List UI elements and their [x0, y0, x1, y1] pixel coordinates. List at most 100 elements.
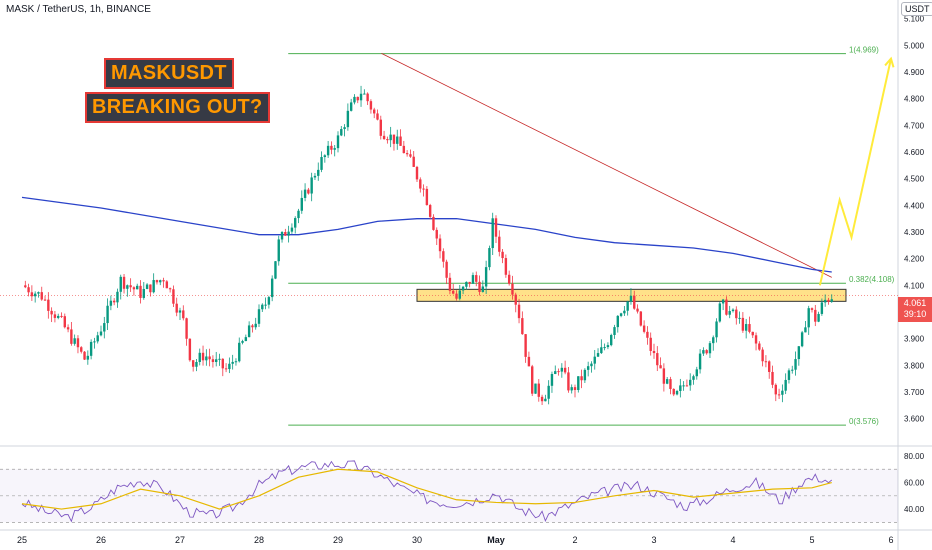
x-tick-label: May — [487, 535, 505, 545]
candle-body — [83, 351, 86, 360]
candle-body — [458, 290, 461, 299]
currency-badge[interactable]: USDT — [901, 2, 932, 16]
x-tick-label: 5 — [809, 535, 814, 545]
candle-body — [741, 317, 745, 331]
candle-body — [66, 327, 70, 330]
candle-body — [294, 218, 297, 228]
y-tick-label: 4.900 — [904, 68, 925, 77]
candle-body — [307, 189, 310, 194]
candle-body — [336, 135, 340, 149]
candle-body — [814, 309, 817, 322]
candle-body — [119, 276, 122, 292]
candle-body — [43, 299, 47, 301]
y-tick-label: 4.400 — [904, 201, 925, 210]
candle-body — [712, 337, 715, 344]
candle-body — [182, 310, 185, 319]
candle-body — [534, 383, 537, 394]
candle-body — [613, 327, 616, 335]
candle-body — [317, 169, 320, 176]
candle-body — [27, 287, 30, 293]
candle-body — [761, 349, 764, 362]
candle-body — [323, 155, 327, 158]
y-tick-label: 5.100 — [904, 15, 925, 24]
candle-body — [343, 127, 346, 130]
bar-countdown: 39:10 — [903, 309, 927, 319]
candle-body — [570, 387, 573, 391]
candle-body — [475, 275, 478, 282]
y-tick-label: 4.700 — [904, 121, 925, 130]
candle-body — [205, 356, 208, 361]
candle-body — [106, 305, 109, 324]
candle-body — [425, 188, 429, 206]
candle-body — [57, 315, 60, 318]
candle-body — [498, 236, 501, 252]
candle-body — [300, 197, 303, 211]
candle-body — [659, 365, 662, 369]
candle-body — [596, 353, 600, 357]
candle-body — [432, 216, 435, 230]
candle-body — [455, 293, 458, 299]
candle-body — [435, 229, 438, 239]
candle-body — [405, 153, 409, 155]
candle-body — [593, 356, 596, 364]
candle-body — [152, 280, 155, 293]
candle-body — [797, 346, 801, 360]
current-price: 4.061 — [903, 298, 927, 308]
x-tick-label: 29 — [333, 535, 343, 545]
candle-body — [488, 248, 491, 268]
candle-body — [139, 285, 142, 298]
candle-body — [642, 325, 646, 332]
candle-body — [442, 251, 445, 262]
rsi-y-tick-label: 80.00 — [904, 452, 925, 461]
candle-body — [600, 347, 603, 354]
candle-body — [471, 275, 475, 284]
candle-body — [330, 145, 333, 150]
candle-body — [50, 310, 53, 315]
candle-body — [491, 218, 494, 249]
rsi-y-tick-label: 40.00 — [904, 505, 925, 514]
candle-body — [313, 175, 317, 178]
rsi-ma-line — [21, 468, 832, 510]
candle-body — [721, 299, 725, 304]
candle-body — [735, 309, 738, 319]
candle-body — [577, 376, 580, 391]
candle-body — [639, 311, 643, 326]
candle-body — [109, 300, 113, 306]
candle-body — [376, 113, 379, 120]
candle-body — [402, 145, 406, 154]
candle-body — [662, 368, 666, 384]
candle-body — [438, 238, 442, 252]
candle-body — [718, 303, 722, 322]
candle-body — [494, 218, 498, 237]
candle-body — [126, 285, 129, 289]
candle-body — [251, 325, 254, 328]
candle-body — [73, 338, 76, 344]
candle-body — [201, 352, 205, 361]
candle-body — [679, 385, 682, 392]
candle-body — [195, 361, 198, 367]
candle-body — [172, 289, 175, 304]
candle-body — [606, 345, 610, 348]
candle-body — [24, 285, 27, 288]
candle-body — [448, 277, 452, 291]
candle-body — [218, 358, 221, 360]
candle-body — [580, 376, 583, 381]
candle-body — [238, 342, 241, 362]
candle-body — [583, 369, 587, 381]
candle-body — [689, 379, 692, 386]
candle-body — [557, 371, 560, 373]
candle-body — [619, 313, 623, 316]
candle-body — [159, 280, 162, 283]
x-tick-label: 3 — [651, 535, 656, 545]
candle-body — [646, 331, 649, 338]
candle-body — [30, 292, 34, 297]
candle-body — [231, 361, 234, 364]
candle-body — [340, 129, 343, 136]
candle-body — [274, 261, 277, 279]
candle-body — [234, 361, 238, 363]
candle-body — [349, 102, 353, 111]
candle-body — [261, 304, 264, 310]
candle-body — [715, 321, 718, 338]
x-tick-label: 30 — [412, 535, 422, 545]
